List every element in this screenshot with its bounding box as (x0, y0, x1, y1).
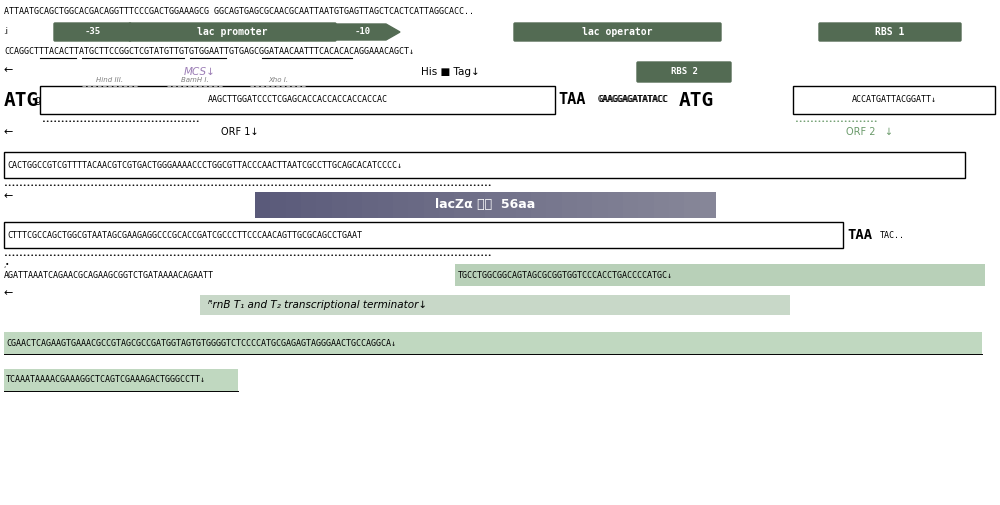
Text: ᴿrnB T₁ and T₂ transcriptional terminator↓: ᴿrnB T₁ and T₂ transcriptional terminato… (208, 300, 427, 310)
Polygon shape (335, 24, 400, 40)
Bar (562, 192, 578, 218)
Text: CGAACTCAGAAGTGAAACGCCGTAGCGCCGATGGTAGTGTGGGGTCTCCCCATGCGAGAGTAGGGAACTGCCAGGCA↓: CGAACTCAGAAGTGAAACGCCGTAGCGCCGATGGTAGTGT… (6, 338, 396, 347)
Bar (4, 332, 982, 354)
Text: Xho I.: Xho I. (268, 77, 288, 83)
Text: ATG: ATG (4, 90, 39, 110)
Bar (40, 86, 555, 114)
FancyBboxPatch shape (514, 23, 721, 41)
Bar (654, 192, 670, 218)
Text: CTTTCGCCAGCTGGCGTAATAGCGAAGAGGCCCGCACCGATCGCCCTTCCCAACAGTTGCGCAGCCTGAAT: CTTTCGCCAGCTGGCGTAATAGCGAAGAGGCCCGCACCGA… (7, 230, 362, 239)
Text: RBS 1: RBS 1 (875, 27, 905, 37)
FancyBboxPatch shape (637, 62, 731, 82)
Text: lac promoter: lac promoter (197, 27, 268, 37)
Text: BamH I.: BamH I. (181, 77, 209, 83)
Bar (577, 192, 593, 218)
Bar (4, 222, 843, 248)
Bar (500, 192, 517, 218)
Bar (454, 192, 471, 218)
Bar (546, 192, 563, 218)
Bar (332, 192, 348, 218)
Text: ORF 1↓: ORF 1↓ (221, 127, 259, 137)
Bar (286, 192, 302, 218)
Bar (301, 192, 317, 218)
Text: TGCCTGGCGGCAGTAGCGCGGTGGTCCCACCTGACCCCATGC↓: TGCCTGGCGGCAGTAGCGCGGTGGTCCCACCTGACCCCAT… (458, 271, 673, 279)
Text: -35: -35 (84, 27, 101, 36)
Text: MCS↓: MCS↓ (184, 67, 216, 77)
Bar (424, 192, 440, 218)
Text: AAGCTTGGATCCCTCGAGCACCACCACCACCACCAC: AAGCTTGGATCCCTCGAGCACCACCACCACCACCAC (208, 95, 388, 105)
Text: GAAGGAGATATACC: GAAGGAGATATACC (598, 95, 668, 105)
Text: His ■ Tag↓: His ■ Tag↓ (421, 67, 479, 77)
Text: ,•: ,• (3, 262, 9, 268)
Text: CCAGGCTTTACACTTATGCTTCCGGCTCGTATGTTGTGTGGAATTGTGAGCGGATAACAATTTCACACACAGGAAACAGC: CCAGGCTTTACACTTATGCTTCCGGCTCGTATGTTGTGTG… (4, 47, 414, 57)
FancyBboxPatch shape (129, 23, 336, 41)
Text: .i: .i (3, 27, 8, 36)
Bar (270, 192, 287, 218)
Text: ••••••••••••••••••••••••••••••••••••••••••: ••••••••••••••••••••••••••••••••••••••••… (42, 120, 200, 125)
Bar (700, 192, 716, 218)
Text: ••••••••••••••••••••••••••••••••••••••••••••••••••••••••••••••••••••••••••••••••: ••••••••••••••••••••••••••••••••••••••••… (4, 183, 492, 188)
Text: ORF 2   ↓: ORF 2 ↓ (846, 127, 894, 137)
Text: CACTGGCCGTCGTTTTACAACGTCGTGACTGGGAAAACCCTGGCGTTACCCAACTTAATCGCCTTGCAGCACATCCCC↓: CACTGGCCGTCGTTTTACAACGTCGTGACTGGGAAAACCC… (7, 161, 402, 170)
Bar (347, 192, 363, 218)
Text: ←: ← (3, 127, 12, 137)
Text: -10: -10 (354, 27, 371, 36)
Bar (592, 192, 609, 218)
Bar (470, 192, 486, 218)
Bar (793, 86, 995, 114)
Text: g: g (34, 95, 41, 105)
Text: ←: ← (3, 65, 12, 75)
Bar (316, 192, 333, 218)
Bar (608, 192, 624, 218)
Text: ••••••••••••••••••••••: •••••••••••••••••••••• (795, 120, 878, 125)
Text: TAA: TAA (558, 92, 585, 108)
Text: ←: ← (3, 191, 12, 201)
Bar (408, 192, 425, 218)
Bar (684, 192, 701, 218)
Text: ACCATGATTACGGATT↓: ACCATGATTACGGATT↓ (852, 95, 936, 105)
Bar (4, 369, 238, 391)
Text: TAA: TAA (847, 228, 872, 242)
Bar (439, 192, 455, 218)
Bar (623, 192, 639, 218)
Text: ←: ← (3, 288, 12, 298)
Bar (255, 192, 271, 218)
Bar (362, 192, 379, 218)
Text: RBS 2: RBS 2 (671, 68, 697, 76)
Text: TCAAATAAAACGAAAGGCTCAGTCGAAAGACTGGGCCTT↓: TCAAATAAAACGAAAGGCTCAGTCGAAAGACTGGGCCTT↓ (6, 376, 206, 384)
Bar (669, 192, 685, 218)
Bar (531, 192, 547, 218)
Bar (638, 192, 655, 218)
Text: Hind III.: Hind III. (96, 77, 124, 83)
Text: TAC..: TAC.. (880, 230, 905, 239)
Text: CAAGGAGATATACC: CAAGGAGATATACC (598, 95, 668, 105)
Bar (393, 192, 409, 218)
FancyBboxPatch shape (54, 23, 131, 41)
Text: AGATTAAATCAGAACGCAGAAGCGGTCTGATAAAACAGAATT: AGATTAAATCAGAACGCAGAAGCGGTCTGATAAAACAGAA… (4, 271, 214, 279)
Bar (516, 192, 532, 218)
Text: lac operator: lac operator (582, 27, 653, 37)
Bar (4, 152, 965, 178)
FancyBboxPatch shape (819, 23, 961, 41)
Text: lacZα 短肽  56aa: lacZα 短肽 56aa (435, 198, 535, 212)
Bar (455, 264, 985, 286)
Bar (485, 192, 501, 218)
Bar (200, 295, 790, 315)
Text: ATTAATGCAGCTGGCACGACAGGTTTCCCGACTGGAAAGCG GGCAGTGAGCGCAACGCAATTAATGTGAGTTAGCTCAC: ATTAATGCAGCTGGCACGACAGGTTTCCCGACTGGAAAGC… (4, 8, 474, 17)
Bar (378, 192, 394, 218)
Text: ••••••••••••••••••••••••••••••••••••••••••••••••••••••••••••••••••••••••••••••••: ••••••••••••••••••••••••••••••••••••••••… (4, 254, 492, 259)
Text: ATG: ATG (678, 90, 714, 110)
